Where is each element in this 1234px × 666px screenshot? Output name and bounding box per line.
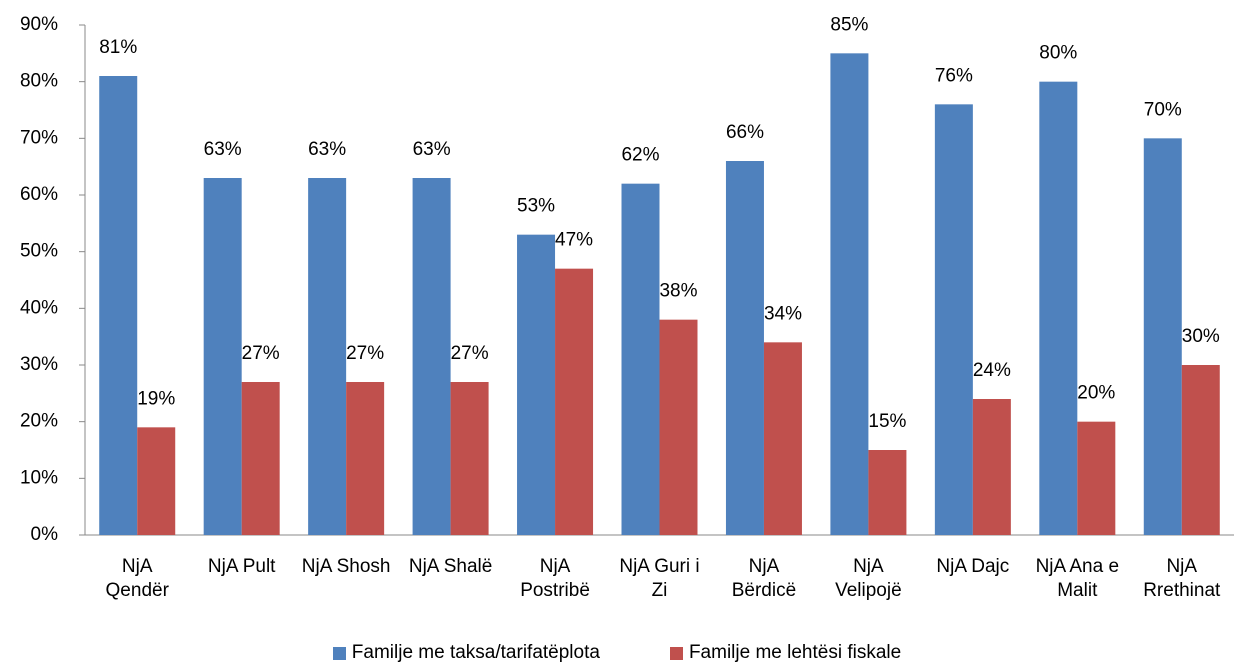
legend: Familje me taksa/tarifatëplota Familje me… [0, 642, 1234, 664]
x-tick-label: NjA Shosh [301, 556, 391, 577]
bar [308, 178, 347, 535]
x-tick-label: NjA Pult [207, 556, 276, 577]
y-tick-label: 30% [20, 354, 58, 375]
bar [137, 427, 176, 535]
y-tick-label: 0% [31, 524, 59, 545]
bar [1077, 421, 1116, 535]
bar [412, 178, 451, 535]
x-tick-label: NjA Qendër [105, 556, 169, 601]
value-label: 27% [451, 343, 489, 364]
bar [725, 161, 764, 535]
x-tick-label: NjA Dajc [936, 556, 1010, 577]
value-label: 15% [868, 411, 906, 432]
value-label: 19% [137, 388, 175, 409]
bar [99, 76, 138, 535]
bar [659, 319, 698, 535]
value-label: 81% [99, 37, 137, 58]
value-label: 34% [764, 303, 802, 324]
bar [830, 53, 869, 535]
bar [1143, 138, 1182, 536]
bar [621, 183, 660, 535]
x-tick-label: NjA Guri i Zi [619, 556, 700, 601]
value-label: 85% [830, 14, 868, 35]
legend-item: Familje me lehtësi fiskale [669, 642, 902, 664]
x-tick-label: NjA Ana e Malit [1035, 556, 1120, 601]
bar [1039, 81, 1078, 536]
value-label: 24% [973, 360, 1011, 381]
value-label: 62% [621, 145, 659, 166]
value-label: 70% [1144, 99, 1182, 120]
legend-label: Familje me taksa/tarifatëplota [351, 642, 600, 663]
bar [868, 450, 907, 535]
y-tick-label: 40% [20, 297, 58, 318]
value-label: 66% [726, 122, 764, 143]
legend-swatch [332, 646, 346, 660]
bar [203, 178, 242, 535]
bar [972, 399, 1011, 535]
y-tick-label: 80% [20, 71, 58, 92]
bar [450, 382, 489, 535]
legend-swatch [669, 646, 683, 660]
legend-label: Familje me lehtësi fiskale [688, 642, 902, 663]
x-tick-label: NjA Rrethinat [1143, 556, 1221, 601]
bar [346, 382, 385, 535]
x-tick-label: NjA Bërdicë [731, 556, 797, 601]
bar [517, 234, 556, 535]
bar [934, 104, 973, 535]
legend-item: Familje me taksa/tarifatëplota [332, 642, 600, 664]
bar [763, 342, 802, 535]
x-tick-label: NjA Postribë [520, 556, 590, 601]
value-label: 47% [555, 230, 593, 251]
value-label: 27% [346, 343, 384, 364]
value-label: 27% [242, 343, 280, 364]
value-label: 80% [1039, 43, 1077, 64]
value-label: 63% [204, 139, 242, 160]
bar [555, 268, 594, 535]
value-label: 76% [935, 65, 973, 86]
y-tick-label: 50% [20, 241, 58, 262]
value-label: 20% [1077, 383, 1115, 404]
value-label: 63% [308, 139, 346, 160]
bar [1181, 365, 1220, 535]
value-label: 63% [413, 139, 451, 160]
y-tick-label: 70% [20, 127, 58, 148]
value-label: 38% [659, 281, 697, 302]
x-tick-label: NjA Velipojë [835, 556, 902, 601]
y-tick-label: 90% [20, 14, 58, 35]
y-tick-label: 20% [20, 411, 58, 432]
y-tick-label: 60% [20, 184, 58, 205]
y-tick-label: 10% [20, 467, 58, 488]
value-label: 53% [517, 196, 555, 217]
x-tick-label: NjA Shalë [408, 556, 493, 577]
value-label: 30% [1182, 326, 1220, 347]
bar [241, 382, 280, 535]
